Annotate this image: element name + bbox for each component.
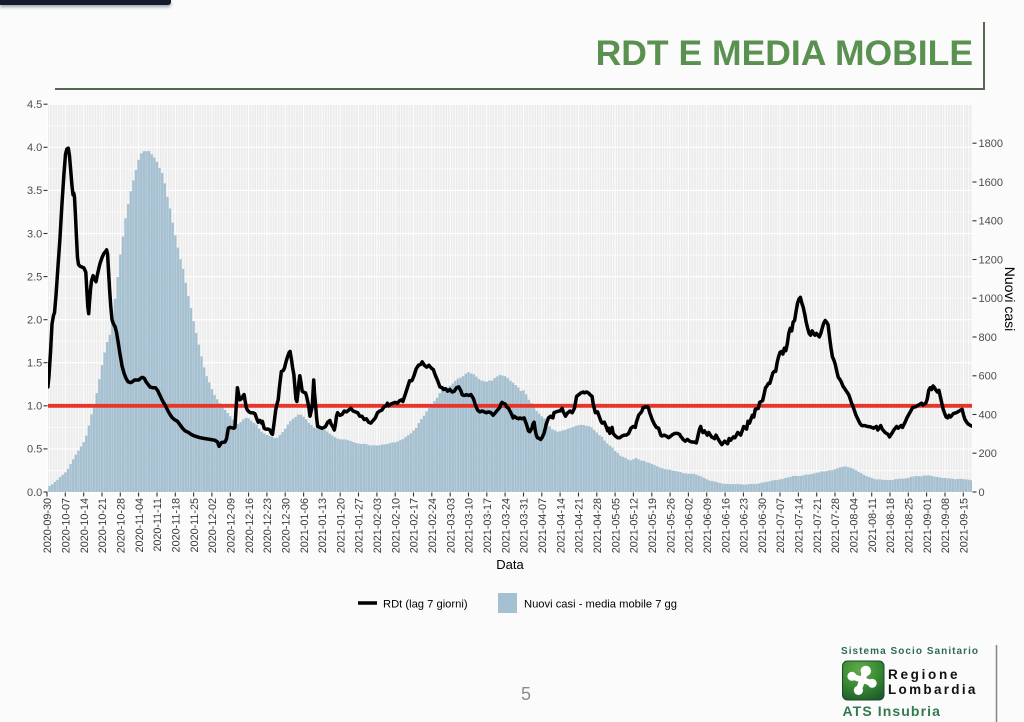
svg-text:2020-12-16: 2020-12-16 bbox=[244, 498, 256, 553]
svg-text:2021-08-11: 2021-08-11 bbox=[867, 498, 879, 552]
svg-text:1400: 1400 bbox=[979, 216, 1003, 228]
svg-text:2021-04-07: 2021-04-07 bbox=[537, 498, 549, 553]
svg-text:2020-11-18: 2020-11-18 bbox=[171, 498, 183, 552]
svg-text:0.5: 0.5 bbox=[27, 444, 42, 456]
svg-text:4.0: 4.0 bbox=[27, 142, 42, 154]
svg-text:2020-12-30: 2020-12-30 bbox=[280, 498, 292, 553]
svg-text:Nuovi casi: Nuovi casi bbox=[1002, 267, 1018, 332]
svg-text:2021-01-27: 2021-01-27 bbox=[354, 498, 366, 553]
svg-text:2021-01-13: 2021-01-13 bbox=[317, 498, 329, 553]
svg-text:400: 400 bbox=[979, 409, 997, 421]
svg-text:2021-03-03: 2021-03-03 bbox=[445, 498, 457, 553]
svg-text:2021-09-01: 2021-09-01 bbox=[922, 498, 934, 553]
svg-text:2021-02-03: 2021-02-03 bbox=[372, 498, 384, 553]
svg-text:600: 600 bbox=[979, 371, 997, 383]
svg-text:2021-04-28: 2021-04-28 bbox=[592, 498, 604, 553]
svg-text:1800: 1800 bbox=[979, 138, 1003, 150]
svg-text:2021-09-08: 2021-09-08 bbox=[940, 498, 952, 553]
svg-text:2021-05-05: 2021-05-05 bbox=[610, 498, 622, 553]
svg-text:1600: 1600 bbox=[979, 177, 1003, 189]
svg-text:800: 800 bbox=[979, 332, 997, 344]
svg-text:2021-02-10: 2021-02-10 bbox=[390, 498, 402, 553]
svg-text:2021-02-24: 2021-02-24 bbox=[427, 498, 439, 553]
svg-text:2021-08-18: 2021-08-18 bbox=[885, 498, 897, 553]
svg-text:2020-10-28: 2020-10-28 bbox=[116, 498, 128, 553]
svg-text:2021-05-19: 2021-05-19 bbox=[647, 498, 659, 553]
svg-text:2020-12-02: 2020-12-02 bbox=[207, 498, 219, 553]
svg-text:2020-10-14: 2020-10-14 bbox=[79, 498, 91, 553]
svg-text:2021-06-23: 2021-06-23 bbox=[739, 498, 751, 553]
svg-text:2020-10-21: 2020-10-21 bbox=[97, 498, 109, 553]
svg-text:2021-07-28: 2021-07-28 bbox=[830, 498, 842, 553]
svg-text:2021-06-16: 2021-06-16 bbox=[720, 498, 732, 553]
svg-text:3.0: 3.0 bbox=[27, 228, 42, 240]
svg-text:2020-10-07: 2020-10-07 bbox=[61, 498, 73, 553]
svg-text:2021-08-25: 2021-08-25 bbox=[904, 498, 916, 553]
svg-text:200: 200 bbox=[979, 448, 997, 460]
svg-text:2021-03-10: 2021-03-10 bbox=[464, 498, 476, 553]
svg-text:2021-03-17: 2021-03-17 bbox=[482, 498, 494, 553]
svg-text:1000: 1000 bbox=[979, 293, 1003, 305]
svg-text:2021-07-21: 2021-07-21 bbox=[812, 498, 824, 553]
svg-text:1.0: 1.0 bbox=[27, 401, 42, 413]
svg-text:Nuovi casi - media mobile 7 gg: Nuovi casi - media mobile 7 gg bbox=[524, 599, 677, 611]
svg-text:Sistema Socio Sanitario: Sistema Socio Sanitario bbox=[841, 646, 979, 657]
svg-text:4.5: 4.5 bbox=[27, 99, 42, 111]
svg-text:3.5: 3.5 bbox=[27, 185, 42, 197]
svg-text:2021-04-14: 2021-04-14 bbox=[555, 498, 567, 553]
svg-text:2020-11-04: 2020-11-04 bbox=[134, 498, 146, 552]
svg-text:2021-07-07: 2021-07-07 bbox=[775, 498, 787, 553]
svg-text:Regione: Regione bbox=[888, 667, 960, 682]
svg-text:0.0: 0.0 bbox=[27, 487, 42, 499]
svg-text:2021-06-02: 2021-06-02 bbox=[684, 498, 696, 553]
svg-text:2021-03-31: 2021-03-31 bbox=[519, 498, 531, 553]
svg-text:2021-02-17: 2021-02-17 bbox=[409, 498, 421, 553]
svg-text:2021-06-30: 2021-06-30 bbox=[757, 498, 769, 553]
svg-text:2021-03-24: 2021-03-24 bbox=[500, 498, 512, 553]
svg-text:2020-11-25: 2020-11-25 bbox=[189, 498, 201, 552]
svg-text:2.5: 2.5 bbox=[27, 271, 42, 283]
svg-text:Data: Data bbox=[496, 557, 524, 572]
svg-text:2021-08-04: 2021-08-04 bbox=[849, 498, 861, 553]
svg-text:2.0: 2.0 bbox=[27, 315, 42, 327]
svg-text:2021-05-12: 2021-05-12 bbox=[629, 498, 641, 553]
svg-text:Lombardia: Lombardia bbox=[888, 682, 978, 697]
svg-text:1.5: 1.5 bbox=[27, 358, 42, 370]
svg-text:ATS Insubria: ATS Insubria bbox=[843, 703, 942, 719]
svg-text:2020-12-09: 2020-12-09 bbox=[226, 498, 238, 553]
svg-text:2021-01-06: 2021-01-06 bbox=[299, 498, 311, 553]
svg-text:2020-11-11: 2020-11-11 bbox=[152, 498, 164, 552]
svg-text:2021-01-20: 2021-01-20 bbox=[335, 498, 347, 553]
svg-text:0: 0 bbox=[979, 487, 985, 499]
svg-text:2020-09-30: 2020-09-30 bbox=[42, 498, 54, 553]
svg-text:1200: 1200 bbox=[979, 254, 1003, 266]
svg-text:2020-12-23: 2020-12-23 bbox=[262, 498, 274, 553]
svg-text:2021-07-14: 2021-07-14 bbox=[794, 498, 806, 553]
svg-text:2021-06-09: 2021-06-09 bbox=[702, 498, 714, 553]
svg-text:2021-04-21: 2021-04-21 bbox=[574, 498, 586, 553]
svg-text:2021-05-26: 2021-05-26 bbox=[665, 498, 677, 553]
svg-text:2021-09-15: 2021-09-15 bbox=[959, 498, 971, 553]
svg-text:RDt (lag 7 giorni): RDt (lag 7 giorni) bbox=[383, 599, 468, 611]
